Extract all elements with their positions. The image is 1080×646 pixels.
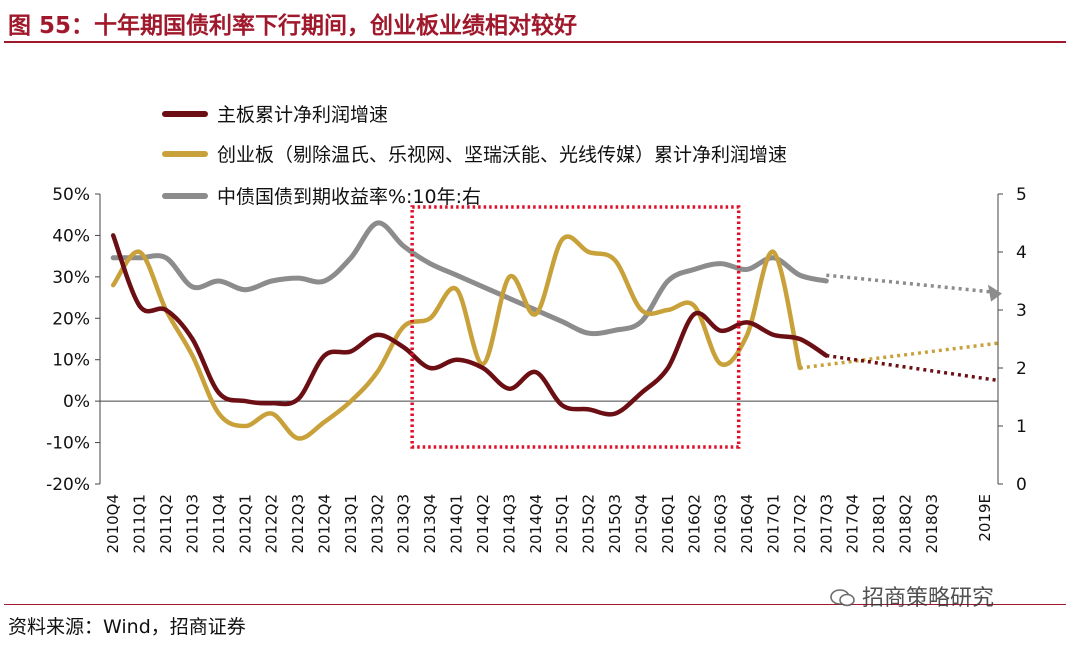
main-board-line xyxy=(110,233,829,417)
category-label: 2018Q1 xyxy=(870,494,888,554)
title-bar: 图 55：十年期国债利率下行期间，创业板业绩相对较好 xyxy=(0,0,1068,43)
legend-label: 主板累计净利润增速 xyxy=(217,104,388,126)
category-label: 2019E xyxy=(976,494,994,542)
category-label: 2012Q4 xyxy=(316,494,334,554)
right-tick-label: 5 xyxy=(1016,185,1027,205)
bond-yield-line xyxy=(110,220,829,337)
chinext-forecast xyxy=(799,341,999,370)
right-tick-label: 0 xyxy=(1016,475,1027,495)
legend-label: 中债国债到期收益率%:10年:右 xyxy=(217,186,481,208)
forecast-arrowhead xyxy=(988,284,1002,302)
category-label: 2016Q3 xyxy=(712,494,730,554)
category-label: 2017Q2 xyxy=(791,494,809,554)
right-tick-label: 3 xyxy=(1016,301,1027,321)
category-label: 2014Q3 xyxy=(500,494,518,554)
category-label: 2013Q3 xyxy=(395,494,413,554)
category-label: 2015Q3 xyxy=(606,494,624,554)
right-tick-label: 1 xyxy=(1016,417,1027,437)
left-tick-label: -10% xyxy=(46,434,90,454)
category-label: 2015Q2 xyxy=(580,494,598,554)
category-label: 2016Q4 xyxy=(738,494,756,554)
category-label: 2011Q1 xyxy=(131,494,149,554)
category-label: 2010Q4 xyxy=(104,494,122,554)
category-label: 2013Q4 xyxy=(421,494,439,554)
category-label: 2014Q1 xyxy=(448,494,466,554)
watermark: 招商策略研究 xyxy=(830,580,994,612)
category-label: 2013Q2 xyxy=(368,494,386,554)
category-label: 2018Q2 xyxy=(897,494,915,554)
category-label: 2012Q3 xyxy=(289,494,307,554)
category-label: 2017Q3 xyxy=(817,494,835,554)
category-label: 2011Q3 xyxy=(183,494,201,554)
category-label: 2014Q4 xyxy=(527,494,545,554)
left-tick-label: -20% xyxy=(46,475,90,495)
category-label: 2016Q2 xyxy=(685,494,703,554)
chart: -20% -10% 0% 10% 20% 30% 40% 50% 0 1 2 3 4 5 2010Q4 201… xyxy=(46,104,1027,554)
category-label: 2011Q2 xyxy=(157,494,175,554)
left-tick-label: 10% xyxy=(52,351,90,371)
category-label: 2013Q1 xyxy=(342,494,360,554)
right-tick-label: 2 xyxy=(1016,359,1027,379)
source-note: 资料来源：Wind，招商证券 xyxy=(8,616,246,638)
figure-title: 图 55：十年期国债利率下行期间，创业板业绩相对较好 xyxy=(8,13,578,39)
watermark-text: 招商策略研究 xyxy=(862,586,995,611)
left-tick-label: 0% xyxy=(63,392,90,412)
category-label: 2016Q1 xyxy=(659,494,677,554)
category-label: 2015Q4 xyxy=(632,494,650,554)
main-board-forecast xyxy=(826,353,999,383)
bond-yield-forecast xyxy=(826,273,999,295)
category-label: 2012Q1 xyxy=(236,494,254,554)
right-tick-label: 4 xyxy=(1016,243,1027,263)
left-tick-label: 40% xyxy=(52,226,90,246)
highlight-box xyxy=(410,205,741,449)
category-label: 2014Q2 xyxy=(474,494,492,554)
left-tick-label: 50% xyxy=(52,185,90,205)
category-label: 2012Q2 xyxy=(263,494,281,554)
category-label: 2017Q4 xyxy=(844,494,862,554)
category-label: 2018Q3 xyxy=(923,494,941,554)
category-label: 2015Q1 xyxy=(553,494,571,554)
title-rule xyxy=(4,41,1066,43)
category-label: 2011Q4 xyxy=(210,494,228,554)
legend-label: 创业板（剔除温氏、乐视网、坚瑞沃能、光线传媒）累计净利润增速 xyxy=(217,144,787,166)
left-tick-label: 20% xyxy=(52,309,90,329)
category-label: 2017Q1 xyxy=(765,494,783,554)
wechat-icon xyxy=(830,589,855,607)
chinext-line xyxy=(110,234,803,441)
left-tick-label: 30% xyxy=(52,268,90,288)
footer-rule xyxy=(4,604,1066,605)
